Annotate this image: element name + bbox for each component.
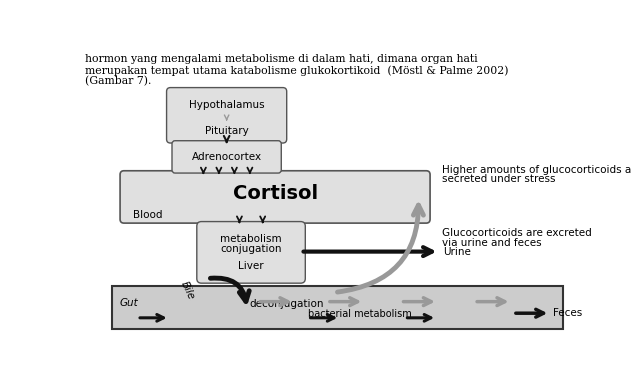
Text: Gut: Gut (119, 298, 138, 308)
Text: Higher amounts of glucocorticoids are: Higher amounts of glucocorticoids are (442, 165, 632, 175)
FancyBboxPatch shape (167, 87, 287, 143)
Text: deconjugation: deconjugation (250, 299, 324, 308)
Text: Blood: Blood (133, 210, 163, 220)
FancyArrowPatch shape (210, 278, 249, 302)
Text: Cortisol: Cortisol (233, 184, 318, 203)
Text: hormon yang mengalami metabolisme di dalam hati, dimana organ hati: hormon yang mengalami metabolisme di dal… (85, 55, 478, 64)
Text: merupakan tempat utama katabolisme glukokortikoid  (Möstl & Palme 2002): merupakan tempat utama katabolisme gluko… (85, 65, 509, 76)
Text: conjugation: conjugation (221, 244, 282, 254)
Bar (112, 286, 562, 329)
Text: via urine and feces: via urine and feces (442, 238, 542, 248)
Text: bacterial metabolism: bacterial metabolism (308, 310, 411, 319)
FancyArrowPatch shape (337, 205, 423, 292)
FancyBboxPatch shape (197, 222, 305, 283)
FancyBboxPatch shape (172, 141, 281, 173)
FancyBboxPatch shape (120, 171, 430, 223)
Text: Liver: Liver (238, 261, 264, 271)
Text: Adrenocortex: Adrenocortex (191, 152, 262, 162)
Text: Feces: Feces (553, 308, 583, 318)
Text: secreted under stress: secreted under stress (442, 174, 555, 184)
Text: Hypothalamus: Hypothalamus (189, 100, 264, 110)
Text: Urine: Urine (443, 247, 471, 257)
Text: metabolism: metabolism (220, 233, 282, 244)
Text: Pituitary: Pituitary (205, 126, 248, 136)
Text: Glucocorticoids are excreted: Glucocorticoids are excreted (442, 228, 592, 239)
Text: (Gambar 7).: (Gambar 7). (85, 76, 152, 86)
Text: Bile: Bile (179, 279, 196, 301)
